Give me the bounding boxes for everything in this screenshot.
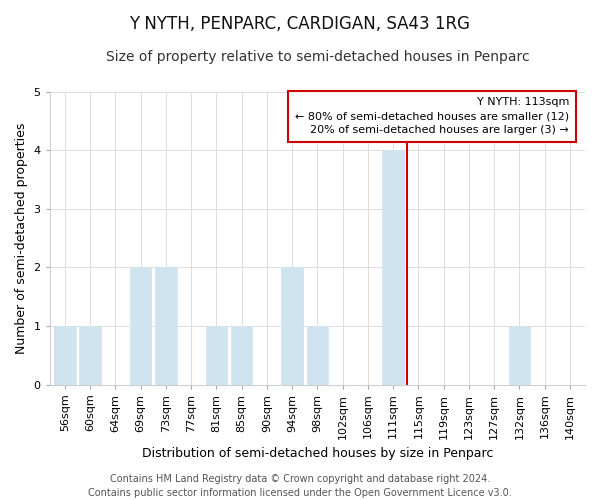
Title: Size of property relative to semi-detached houses in Penparc: Size of property relative to semi-detach…: [106, 50, 529, 64]
Bar: [231, 326, 253, 384]
Bar: [206, 326, 227, 384]
Text: Y NYTH: 113sqm
← 80% of semi-detached houses are smaller (12)
20% of semi-detach: Y NYTH: 113sqm ← 80% of semi-detached ho…: [295, 98, 569, 136]
Text: Contains HM Land Registry data © Crown copyright and database right 2024.
Contai: Contains HM Land Registry data © Crown c…: [88, 474, 512, 498]
Bar: [307, 326, 328, 384]
Bar: [130, 268, 151, 384]
Bar: [79, 326, 101, 384]
Bar: [509, 326, 530, 384]
Y-axis label: Number of semi-detached properties: Number of semi-detached properties: [15, 122, 28, 354]
Bar: [382, 150, 404, 384]
Text: Y NYTH, PENPARC, CARDIGAN, SA43 1RG: Y NYTH, PENPARC, CARDIGAN, SA43 1RG: [130, 15, 470, 33]
Bar: [281, 268, 303, 384]
X-axis label: Distribution of semi-detached houses by size in Penparc: Distribution of semi-detached houses by …: [142, 447, 493, 460]
Bar: [54, 326, 76, 384]
Bar: [155, 268, 176, 384]
